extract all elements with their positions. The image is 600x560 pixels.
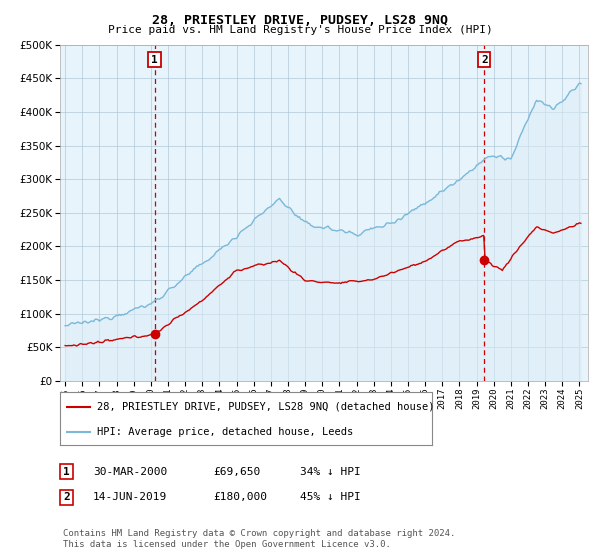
Text: 2: 2 <box>63 492 70 502</box>
Text: 45% ↓ HPI: 45% ↓ HPI <box>300 492 361 502</box>
Text: 1: 1 <box>151 54 158 64</box>
Text: HPI: Average price, detached house, Leeds: HPI: Average price, detached house, Leed… <box>97 427 353 437</box>
Text: 28, PRIESTLEY DRIVE, PUDSEY, LS28 9NQ (detached house): 28, PRIESTLEY DRIVE, PUDSEY, LS28 9NQ (d… <box>97 402 434 412</box>
Text: £69,650: £69,650 <box>213 466 260 477</box>
Text: Contains HM Land Registry data © Crown copyright and database right 2024.
This d: Contains HM Land Registry data © Crown c… <box>63 529 455 549</box>
Text: £180,000: £180,000 <box>213 492 267 502</box>
Text: 28, PRIESTLEY DRIVE, PUDSEY, LS28 9NQ: 28, PRIESTLEY DRIVE, PUDSEY, LS28 9NQ <box>152 14 448 27</box>
Text: Price paid vs. HM Land Registry's House Price Index (HPI): Price paid vs. HM Land Registry's House … <box>107 25 493 35</box>
Text: 14-JUN-2019: 14-JUN-2019 <box>93 492 167 502</box>
Text: 2: 2 <box>481 54 488 64</box>
Text: 34% ↓ HPI: 34% ↓ HPI <box>300 466 361 477</box>
Text: 30-MAR-2000: 30-MAR-2000 <box>93 466 167 477</box>
Text: 1: 1 <box>63 466 70 477</box>
